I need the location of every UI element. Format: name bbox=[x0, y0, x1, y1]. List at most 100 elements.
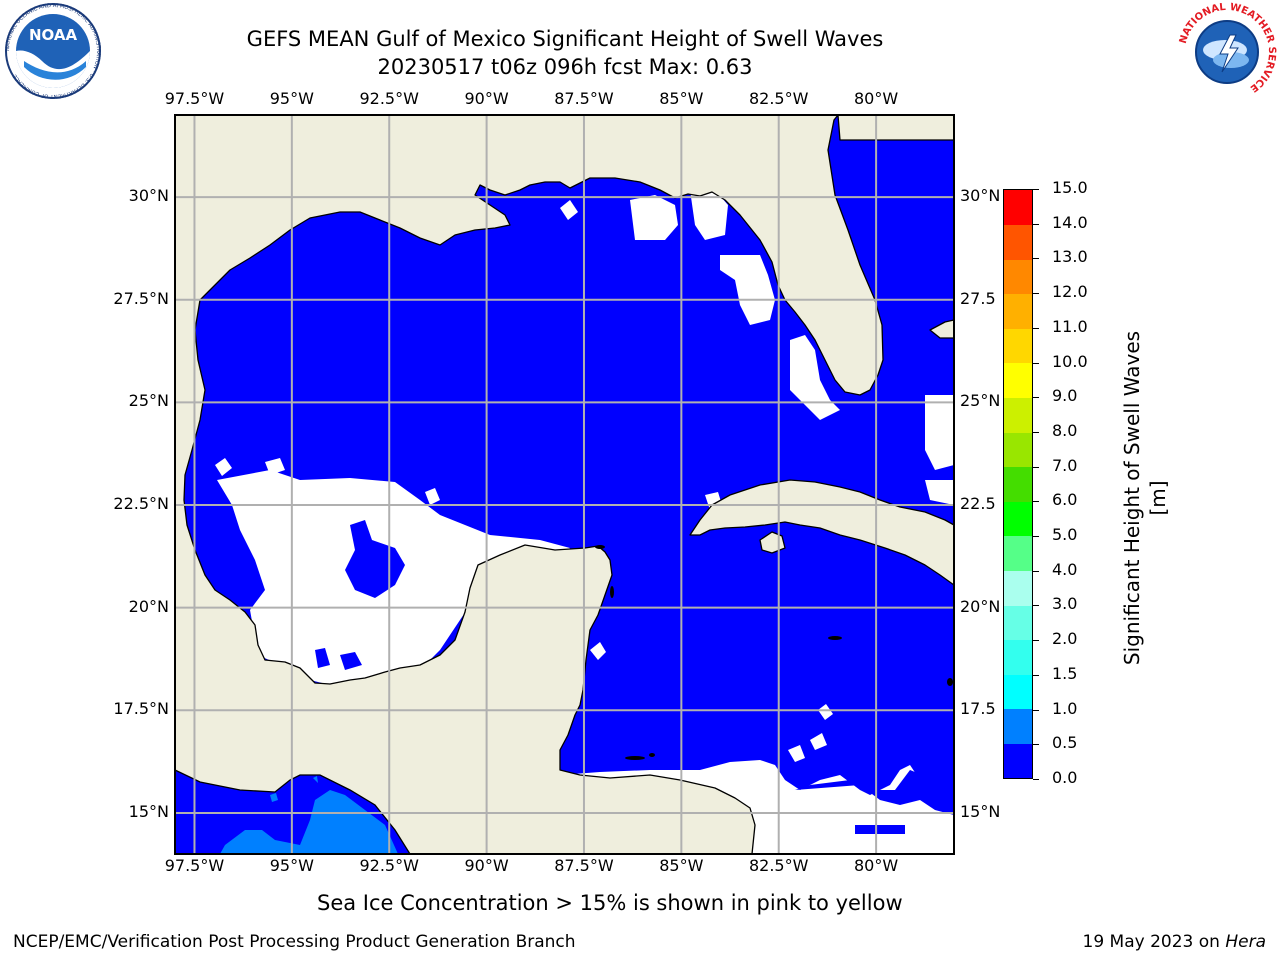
colorbar-tick-label: 1.0 bbox=[1052, 698, 1078, 718]
colorbar-tick-mark bbox=[1033, 640, 1039, 642]
colorbar-label: Significant Height of Swell Waves [m] bbox=[1120, 330, 1170, 666]
colorbar-segment bbox=[1004, 259, 1032, 295]
graticule bbox=[175, 115, 954, 854]
colorbar-segment bbox=[1004, 708, 1032, 744]
lat-label-left: 17.5°N bbox=[113, 699, 169, 719]
colorbar-segment bbox=[1004, 328, 1032, 364]
colorbar-tick-label: 5.0 bbox=[1052, 525, 1078, 545]
colorbar-tick-label: 4.0 bbox=[1052, 559, 1078, 579]
colorbar-tick-label: 0.5 bbox=[1052, 733, 1078, 753]
colorbar-segment bbox=[1004, 605, 1032, 641]
colorbar-tick-mark bbox=[1033, 223, 1039, 225]
lon-label-top: 95°W bbox=[269, 89, 314, 108]
lat-label-right: 17.5 bbox=[960, 699, 996, 719]
lon-label-bottom: 95°W bbox=[269, 856, 314, 875]
colorbar-tick-mark bbox=[1033, 744, 1039, 746]
lon-label-top: 82.5°W bbox=[748, 89, 809, 108]
footer-branch: NCEP/EMC/Verification Post Processing Pr… bbox=[13, 932, 576, 952]
colorbar-segment bbox=[1004, 224, 1032, 260]
lon-label-top: 85°W bbox=[659, 89, 704, 108]
colorbar-tick-mark bbox=[1033, 570, 1039, 572]
map-frame bbox=[174, 114, 955, 855]
plot-subtitle: 20230517 t06z 096h fcst Max: 0.63 bbox=[377, 55, 753, 79]
footer-host: Hera bbox=[1225, 932, 1266, 952]
colorbar-tick-label: 11.0 bbox=[1052, 316, 1088, 336]
colorbar-tick-label: 12.0 bbox=[1052, 282, 1088, 302]
colorbar-tick-mark bbox=[1033, 605, 1039, 607]
colorbar-tick-mark bbox=[1033, 536, 1039, 538]
colorbar-tick-label: 2.0 bbox=[1052, 629, 1078, 649]
sea-ice-note: Sea Ice Concentration > 15% is shown in … bbox=[317, 891, 903, 915]
lon-label-bottom: 80°W bbox=[854, 856, 899, 875]
colorbar-tick-label: 6.0 bbox=[1052, 490, 1078, 510]
colorbar-tick-mark bbox=[1033, 397, 1039, 399]
colorbar bbox=[1003, 189, 1033, 779]
colorbar-tick-label: 7.0 bbox=[1052, 455, 1078, 475]
colorbar-tick-mark bbox=[1033, 709, 1039, 711]
lat-label-left: 22.5°N bbox=[113, 494, 169, 514]
lat-label-right: 22.5 bbox=[960, 494, 996, 514]
colorbar-tick-label: 13.0 bbox=[1052, 247, 1088, 267]
colorbar-segment bbox=[1004, 743, 1032, 778]
nws-logo-icon: NATIONAL WEATHER SERVICE bbox=[1178, 2, 1277, 100]
colorbar-tick-mark bbox=[1033, 189, 1039, 190]
colorbar-tick-mark bbox=[1033, 674, 1039, 676]
colorbar-segment bbox=[1004, 535, 1032, 571]
colorbar-tick-label: 8.0 bbox=[1052, 420, 1078, 440]
lon-label-top: 97.5°W bbox=[164, 89, 225, 108]
lat-label-right: 20°N bbox=[960, 596, 1001, 616]
lat-label-left: 15°N bbox=[128, 801, 169, 821]
colorbar-tick-label: 10.0 bbox=[1052, 351, 1088, 371]
colorbar-segment bbox=[1004, 432, 1032, 468]
colorbar-tick-mark bbox=[1033, 501, 1039, 503]
lon-label-bottom: 87.5°W bbox=[554, 856, 614, 875]
lon-label-bottom: 85°W bbox=[659, 856, 704, 875]
colorbar-segment bbox=[1004, 190, 1032, 226]
lon-label-bottom: 97.5°W bbox=[164, 856, 225, 875]
colorbar-segment bbox=[1004, 674, 1032, 710]
colorbar-segment bbox=[1004, 501, 1032, 537]
colorbar-tick-mark bbox=[1033, 362, 1039, 364]
lon-label-bottom: 90°W bbox=[464, 856, 509, 875]
colorbar-segment bbox=[1004, 639, 1032, 675]
colorbar-tick-label: 14.0 bbox=[1052, 212, 1088, 232]
lat-label-left: 25°N bbox=[128, 391, 169, 411]
colorbar-tick-mark bbox=[1033, 466, 1039, 468]
lon-label-top: 90°W bbox=[464, 89, 509, 108]
lon-label-bottom: 82.5°W bbox=[748, 856, 809, 875]
lat-label-left: 27.5°N bbox=[113, 288, 169, 308]
colorbar-tick-mark bbox=[1033, 258, 1039, 260]
small-islands bbox=[595, 545, 953, 760]
colorbar-segment bbox=[1004, 362, 1032, 399]
colorbar-tick-mark bbox=[1033, 327, 1039, 329]
colorbar-tick-mark bbox=[1033, 779, 1039, 780]
colorbar-tick-mark bbox=[1033, 431, 1039, 433]
lat-label-left: 20°N bbox=[128, 596, 169, 616]
colorbar-segment bbox=[1004, 570, 1032, 606]
noaa-logo-icon: NATIONAL OCEANIC AND ATMOSPHERIC ADMINIS… bbox=[5, 3, 101, 99]
colorbar-segment bbox=[1004, 397, 1032, 433]
colorbar-tick-label: 1.5 bbox=[1052, 663, 1078, 683]
footer-date-text: 19 May 2023 on bbox=[1082, 932, 1226, 952]
colorbar-tick-label: 15.0 bbox=[1052, 178, 1088, 197]
lon-label-bottom: 92.5°W bbox=[359, 856, 419, 875]
colorbar-tick-label: 0.0 bbox=[1052, 768, 1078, 787]
colorbar-tick-label: 9.0 bbox=[1052, 386, 1078, 406]
colorbar-segment bbox=[1004, 466, 1032, 502]
lon-label-top: 92.5°W bbox=[359, 89, 419, 108]
lat-label-right: 15°N bbox=[960, 801, 1001, 821]
colorbar-tick-mark bbox=[1033, 293, 1039, 295]
lon-label-top: 80°W bbox=[854, 89, 899, 108]
lon-label-top: 87.5°W bbox=[554, 89, 614, 108]
lat-label-left: 30°N bbox=[128, 186, 169, 206]
plot-title: GEFS MEAN Gulf of Mexico Significant Hei… bbox=[246, 27, 884, 51]
lat-label-right: 30°N bbox=[960, 186, 1001, 206]
lat-label-right: 27.5 bbox=[960, 288, 996, 308]
lat-label-right: 25°N bbox=[960, 391, 1001, 411]
colorbar-tick-label: 3.0 bbox=[1052, 594, 1078, 614]
colorbar-segment bbox=[1004, 293, 1032, 329]
footer-date: 19 May 2023 on Hera bbox=[1083, 932, 1267, 952]
noaa-logo-text: NOAA bbox=[29, 26, 78, 44]
